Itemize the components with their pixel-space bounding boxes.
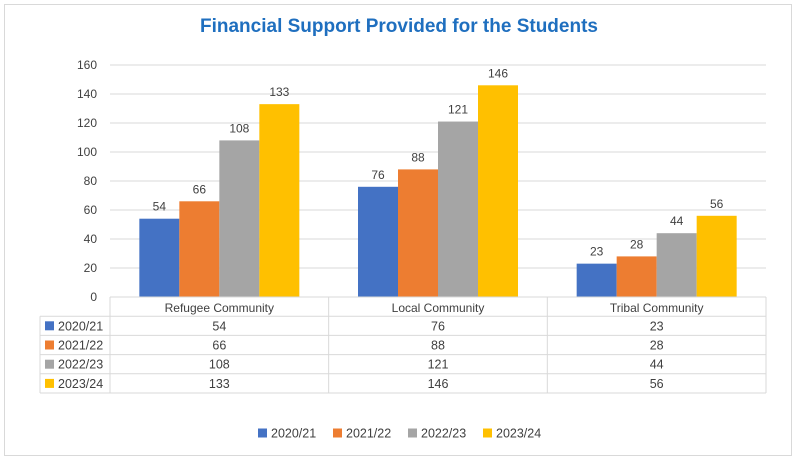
- table-cell: 54: [212, 319, 226, 333]
- table-legend-key: [45, 340, 54, 350]
- y-tick-label: 140: [77, 87, 97, 101]
- bar: [219, 140, 260, 297]
- table-cell: 44: [650, 358, 664, 372]
- category-label: Tribal Community: [610, 301, 704, 315]
- legend-swatch: [333, 428, 342, 438]
- table-legend-key: [45, 378, 54, 388]
- bar: [616, 256, 657, 297]
- data-label: 88: [411, 150, 425, 164]
- data-label: 121: [448, 103, 468, 117]
- y-tick-label: 60: [84, 203, 98, 217]
- table-series-name: 2022/23: [58, 358, 103, 372]
- bar: [656, 233, 697, 297]
- table-cell: 146: [428, 377, 449, 391]
- data-label: 133: [269, 85, 289, 99]
- table-cell: 66: [212, 339, 226, 353]
- table-series-name: 2021/22: [58, 339, 103, 353]
- data-label: 76: [371, 168, 385, 182]
- bar: [259, 104, 300, 298]
- data-label: 108: [229, 121, 249, 135]
- bar: [139, 218, 180, 297]
- y-tick-label: 80: [84, 174, 98, 188]
- data-label: 28: [630, 237, 644, 251]
- legend-swatch: [408, 428, 417, 438]
- table-cell: 28: [650, 339, 664, 353]
- legend-swatch: [483, 428, 492, 438]
- table-cell: 56: [650, 377, 664, 391]
- y-tick-label: 100: [77, 145, 97, 159]
- table-cell: 88: [431, 339, 445, 353]
- table-cell: 23: [650, 319, 664, 333]
- data-label: 146: [488, 66, 508, 80]
- table-cell: 121: [428, 358, 449, 372]
- table-cell: 108: [209, 358, 230, 372]
- bar: [576, 263, 617, 297]
- table-cell: 133: [209, 377, 230, 391]
- legend-swatch: [258, 428, 267, 438]
- table-legend-key: [45, 359, 54, 369]
- y-tick-label: 120: [77, 116, 97, 130]
- bar: [696, 215, 737, 297]
- data-label: 44: [670, 214, 684, 228]
- data-label: 23: [590, 245, 604, 259]
- bar: [478, 85, 518, 297]
- chart-title: Financial Support Provided for the Stude…: [200, 16, 598, 37]
- data-label: 54: [153, 200, 167, 214]
- legend-label: 2023/24: [496, 427, 541, 441]
- bar: [358, 186, 398, 297]
- category-label: Refugee Community: [165, 301, 274, 315]
- table-series-name: 2020/21: [58, 319, 103, 333]
- data-label: 66: [193, 182, 207, 196]
- y-tick-label: 0: [90, 290, 97, 304]
- legend-label: 2021/22: [346, 427, 391, 441]
- category-label: Local Community: [392, 301, 485, 315]
- y-tick-label: 40: [84, 232, 98, 246]
- data-label: 56: [710, 197, 724, 211]
- bar: [179, 201, 220, 297]
- table-series-name: 2023/24: [58, 377, 103, 391]
- bar: [438, 121, 478, 297]
- table-cell: 76: [431, 319, 445, 333]
- y-tick-label: 160: [77, 58, 97, 72]
- legend-label: 2020/21: [271, 427, 316, 441]
- bar: [398, 169, 438, 297]
- table-legend-key: [45, 321, 54, 331]
- y-tick-label: 20: [84, 261, 98, 275]
- legend-label: 2022/23: [421, 427, 466, 441]
